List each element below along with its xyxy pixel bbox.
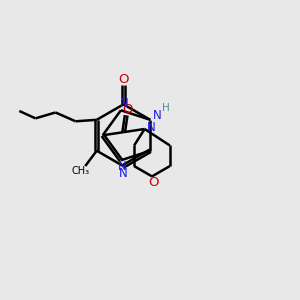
Text: N: N xyxy=(119,167,128,180)
Text: N: N xyxy=(147,121,155,134)
Text: O: O xyxy=(118,74,129,86)
Text: N: N xyxy=(118,160,127,173)
Text: N: N xyxy=(119,97,128,110)
Text: H: H xyxy=(162,103,170,113)
Text: O: O xyxy=(148,176,159,189)
Text: O: O xyxy=(122,103,133,116)
Text: N: N xyxy=(153,109,162,122)
Text: CH₃: CH₃ xyxy=(72,166,90,176)
